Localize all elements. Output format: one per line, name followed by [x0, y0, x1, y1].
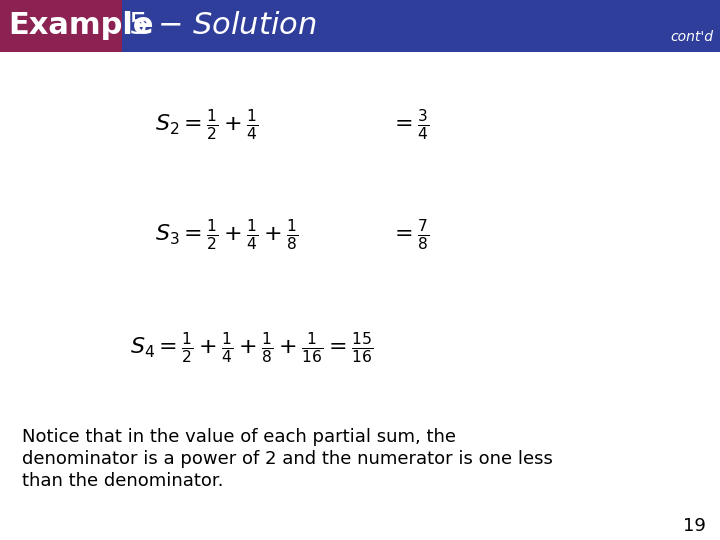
Text: than the denominator.: than the denominator.: [22, 472, 223, 490]
Text: 19: 19: [683, 517, 706, 535]
Text: $= \frac{3}{4}$: $= \frac{3}{4}$: [390, 107, 429, 143]
Text: Notice that in the value of each partial sum, the: Notice that in the value of each partial…: [22, 428, 456, 446]
Text: $S_4 = \frac{1}{2} + \frac{1}{4} + \frac{1}{8} + \frac{1}{16} = \frac{15}{16}$: $S_4 = \frac{1}{2} + \frac{1}{4} + \frac…: [130, 330, 374, 366]
Text: cont'd: cont'd: [670, 30, 713, 44]
Text: denominator is a power of 2 and the numerator is one less: denominator is a power of 2 and the nume…: [22, 450, 553, 468]
Text: $S_2 = \frac{1}{2} + \frac{1}{4}$: $S_2 = \frac{1}{2} + \frac{1}{4}$: [155, 107, 259, 143]
Text: $\mathregular{5}$ $\mathregular{-}$ $\mathit{Solution}$: $\mathregular{5}$ $\mathregular{-}$ $\ma…: [128, 11, 317, 40]
FancyBboxPatch shape: [0, 0, 122, 52]
Text: Example: Example: [8, 11, 153, 40]
Text: $S_3 = \frac{1}{2} + \frac{1}{4} + \frac{1}{8}$: $S_3 = \frac{1}{2} + \frac{1}{4} + \frac…: [155, 218, 299, 253]
Text: $= \frac{7}{8}$: $= \frac{7}{8}$: [390, 218, 429, 253]
FancyBboxPatch shape: [0, 0, 720, 52]
